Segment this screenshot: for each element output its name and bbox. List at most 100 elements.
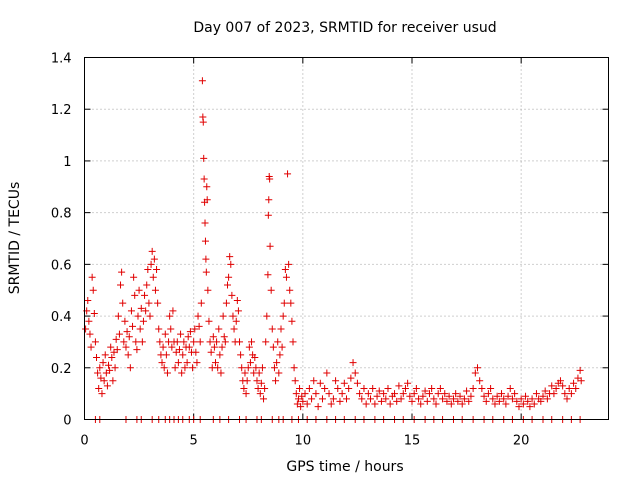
data-point [532,390,540,398]
data-point [191,325,199,333]
data-point [241,369,249,377]
data-point [130,273,138,281]
data-point [543,395,551,403]
data-point [489,395,497,403]
data-point [180,338,188,346]
data-point [288,317,296,325]
data-point [229,312,237,320]
data-point [209,333,217,341]
data-point [276,351,284,359]
data-point [408,397,416,405]
y-tick-label: 1 [63,155,71,170]
data-point [340,379,348,387]
data-point [377,397,385,405]
data-point [225,273,233,281]
data-point [84,297,92,305]
data-point [267,286,275,294]
data-point [89,286,97,294]
data-point [204,286,212,294]
data-point [228,291,236,299]
x-tick-labels: 0 5 10 15 20 [80,434,529,449]
data-point [417,400,425,408]
data-point [445,392,453,400]
data-point [82,325,90,333]
data-point [351,369,359,377]
data-point [168,343,176,351]
data-point [272,377,280,385]
data-point [399,390,407,398]
data-point [214,364,222,372]
data-point [270,364,278,372]
data-point [550,390,558,398]
data-point [183,359,191,367]
data-point [362,400,370,408]
data-point [236,338,244,346]
data-point [86,330,94,338]
data-point [404,379,412,387]
data-point [577,377,585,385]
y-tick-label: 0.4 [51,310,72,325]
data-point [212,359,219,367]
data-point [158,359,166,367]
data-point [395,382,403,390]
data-point [194,312,202,320]
data-point [360,384,368,392]
data-point [500,395,508,403]
data-point [195,322,203,330]
data-point [232,317,240,325]
data-point [98,390,106,398]
data-point [430,395,438,403]
data-point [109,377,117,385]
data-point [524,397,532,405]
data-point [508,395,516,403]
data-point [117,281,125,289]
data-point [537,397,545,405]
data-point [186,328,194,336]
data-point [280,299,288,307]
data-point [200,154,208,162]
data-point [436,384,444,392]
data-point [256,390,264,398]
data-point [142,307,150,315]
data-point [243,377,251,385]
data-point [257,379,265,387]
data-point [108,353,116,361]
data-point [474,364,481,372]
data-point [268,325,276,333]
data-point [106,366,114,374]
data-point [103,382,111,390]
grid [84,57,609,420]
data-point [230,325,238,333]
data-point [88,273,96,281]
data-point [181,364,189,372]
data-point [264,271,272,279]
data-point [338,390,346,398]
data-point [121,317,129,325]
data-point [291,377,299,385]
data-point [275,369,283,377]
data-point [153,266,161,274]
data-point [91,338,99,346]
data-point [138,338,146,346]
data-point [292,390,300,398]
y-axis-label: SRMTID / TECUs [7,182,23,295]
data-point [548,382,556,390]
data-point [184,333,192,341]
data-point [261,384,269,392]
data-point [242,390,250,398]
data-point [213,338,221,346]
data-point [218,343,226,351]
data-point [561,390,569,398]
data-point [552,384,560,392]
data-point [316,379,324,387]
data-point [314,403,322,411]
data-point [203,183,211,191]
y-tick-label: 0.2 [51,362,72,377]
data-point [303,400,311,408]
data-point [454,397,462,405]
data-point [401,384,409,392]
data-point [141,291,149,299]
data-point [174,359,182,367]
data-point [266,175,274,183]
data-point [87,343,95,351]
